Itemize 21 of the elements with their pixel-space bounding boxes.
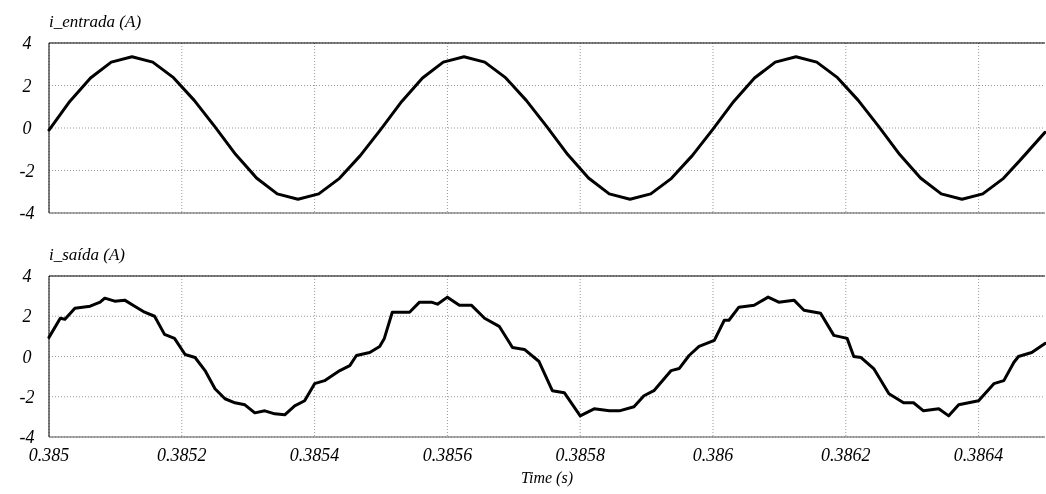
y-tick-label: 4 [22,33,32,53]
y-tick-label: -2 [19,160,35,181]
x-tick-label: 0.386 [692,445,734,465]
x-tick-label: 0.3864 [953,445,1004,465]
chart-title: i_saída (A) [49,245,126,264]
chart-title: i_entrada (A) [49,12,142,31]
y-tick-label: -4 [19,203,35,223]
y-tick-label: 0 [22,346,32,367]
x-tick-label: 0.3858 [555,445,605,465]
x-tick-label: 0.3856 [422,445,473,465]
y-tick-label: -4 [19,427,35,447]
y-tick-label: 2 [22,306,32,327]
x-tick-label: 0.3862 [821,445,871,465]
x-axis-title: Time (s) [521,469,573,487]
y-tick-label: -2 [19,386,35,407]
x-tick-label: 0.385 [28,445,70,465]
y-tick-label: 0 [22,118,32,138]
y-tick-label: 4 [22,266,32,286]
y-tick-label: 2 [22,75,32,96]
x-tick-label: 0.3854 [289,445,340,465]
x-tick-label: 0.3852 [157,445,207,465]
